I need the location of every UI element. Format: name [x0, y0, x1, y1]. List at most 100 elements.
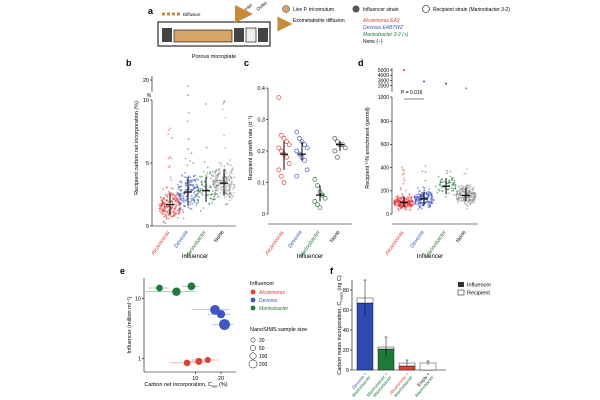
data-point [193, 199, 196, 202]
data-point [227, 175, 230, 178]
data-point [189, 201, 191, 203]
strain-legend-item: Devosia EAB7WZ [363, 25, 404, 31]
data-point [284, 139, 289, 144]
data-point [184, 176, 186, 179]
data-point [430, 196, 433, 199]
data-point [185, 195, 188, 198]
data-point [322, 195, 328, 201]
data-point [452, 183, 455, 185]
data-point [428, 191, 431, 193]
data-point [158, 205, 161, 207]
data-point [176, 201, 179, 204]
data-point [335, 154, 340, 160]
data-point [416, 195, 419, 198]
data-point [312, 177, 318, 182]
data-point [184, 182, 187, 185]
data-point [190, 181, 193, 183]
data-point [468, 183, 471, 186]
data-point [424, 171, 427, 174]
outlier-point [403, 69, 405, 71]
y-tick-label: 0.4 [257, 86, 265, 92]
data-point [466, 192, 469, 195]
data-point [422, 186, 425, 189]
data-point [231, 167, 234, 170]
panel-c-marks [276, 95, 348, 211]
panel-d: d Recipient ¹⁵N enrichment (permil) Infl… [358, 58, 478, 260]
outlier-point [187, 85, 189, 87]
data-point [232, 187, 234, 190]
legend-label: Alcanivorax [258, 290, 285, 296]
data-point [162, 210, 165, 213]
data-point [401, 206, 404, 209]
data-point [467, 189, 470, 192]
data-point [183, 192, 186, 195]
outlier-point [187, 94, 189, 96]
data-point [411, 199, 413, 202]
data-point [232, 191, 235, 194]
data-point [430, 192, 433, 195]
data-point [159, 211, 162, 214]
center-chamber [173, 29, 233, 43]
data-point [183, 205, 186, 207]
data-point [189, 184, 192, 187]
data-point [472, 191, 475, 194]
data-point [197, 199, 200, 202]
panel-d-ylabel: Recipient ¹⁵N enrichment (permil) [364, 107, 371, 189]
data-point [219, 171, 222, 173]
data-point [453, 193, 455, 196]
data-point [212, 175, 215, 177]
data-point [229, 164, 232, 167]
data-point [474, 192, 477, 195]
data-point [181, 197, 184, 200]
data-point [442, 181, 444, 183]
data-point [473, 198, 475, 201]
data-point [441, 178, 444, 181]
data-point [472, 196, 475, 199]
data-point [171, 136, 173, 139]
data-point [284, 154, 289, 160]
data-point [187, 111, 190, 114]
outlier-point [423, 80, 425, 83]
data-point [191, 203, 194, 205]
data-point [467, 195, 470, 198]
data-point [459, 192, 462, 194]
data-point [415, 199, 418, 201]
panel-e-xlabel: Carbon net incorporation, Cnet (%) [144, 382, 227, 389]
data-point [160, 206, 163, 208]
data-point [171, 196, 174, 199]
y-tick-label: 0 [386, 212, 389, 218]
data-point [453, 179, 456, 182]
data-point [232, 195, 234, 198]
data-point [162, 188, 165, 191]
x-tick-label: None [213, 230, 225, 244]
data-point [460, 184, 463, 187]
data-point [204, 356, 211, 364]
data-point [161, 203, 163, 206]
data-point [335, 139, 340, 144]
y-tick-label: 20 [143, 78, 149, 84]
data-point [158, 210, 161, 212]
data-point [173, 213, 175, 216]
data-point [165, 217, 168, 220]
data-point [429, 203, 432, 206]
data-point [461, 199, 464, 202]
data-point [302, 158, 307, 163]
data-point [211, 201, 214, 204]
y-tick-label: 600 [381, 142, 390, 148]
data-point [448, 182, 450, 184]
panel-a: a Diffusion Inlet Outlet Porous micropla… [148, 0, 510, 60]
data-point [457, 197, 460, 200]
data-point [202, 170, 205, 173]
data-point [217, 181, 220, 184]
data-point [225, 193, 228, 196]
data-point [219, 192, 222, 195]
data-point [424, 196, 426, 199]
data-point [170, 157, 173, 160]
data-point [168, 165, 171, 167]
data-point [211, 190, 214, 192]
data-point [315, 202, 320, 207]
data-point [199, 209, 202, 212]
data-point [317, 205, 323, 211]
